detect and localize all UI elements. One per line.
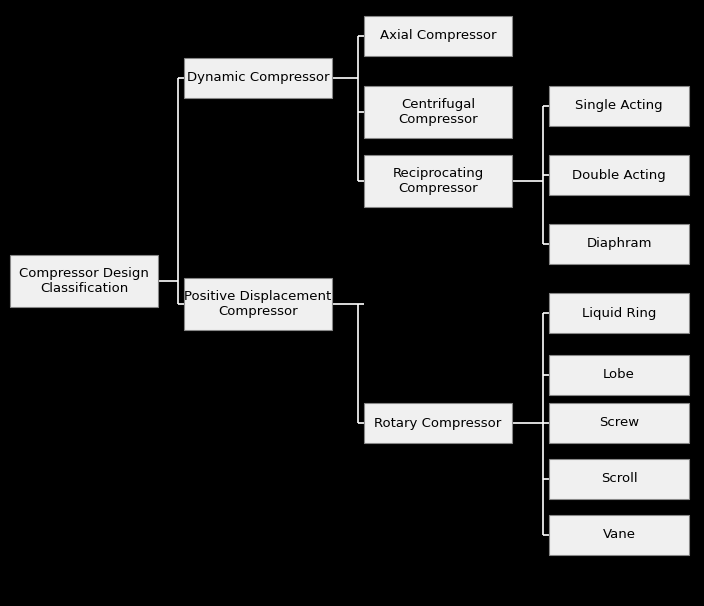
Text: Axial Compressor: Axial Compressor: [379, 30, 496, 42]
Text: Scroll: Scroll: [601, 473, 637, 485]
FancyBboxPatch shape: [549, 155, 689, 195]
FancyBboxPatch shape: [549, 224, 689, 264]
Text: Diaphram: Diaphram: [586, 238, 652, 250]
Text: Rotary Compressor: Rotary Compressor: [375, 416, 502, 430]
Text: Centrifugal
Compressor: Centrifugal Compressor: [398, 98, 478, 126]
FancyBboxPatch shape: [184, 58, 332, 98]
Text: Double Acting: Double Acting: [572, 168, 666, 182]
FancyBboxPatch shape: [184, 278, 332, 330]
FancyBboxPatch shape: [10, 255, 158, 307]
FancyBboxPatch shape: [364, 155, 512, 207]
Text: Vane: Vane: [603, 528, 636, 542]
Text: Single Acting: Single Acting: [575, 99, 662, 113]
Text: Reciprocating
Compressor: Reciprocating Compressor: [392, 167, 484, 195]
FancyBboxPatch shape: [364, 16, 512, 56]
Text: Dynamic Compressor: Dynamic Compressor: [187, 72, 329, 84]
FancyBboxPatch shape: [549, 459, 689, 499]
FancyBboxPatch shape: [549, 515, 689, 555]
Text: Compressor Design
Classification: Compressor Design Classification: [19, 267, 149, 295]
FancyBboxPatch shape: [549, 355, 689, 395]
Text: Screw: Screw: [599, 416, 639, 430]
FancyBboxPatch shape: [364, 86, 512, 138]
Text: Liquid Ring: Liquid Ring: [582, 307, 656, 319]
FancyBboxPatch shape: [549, 86, 689, 126]
Text: Positive Displacement
Compressor: Positive Displacement Compressor: [184, 290, 332, 318]
FancyBboxPatch shape: [549, 403, 689, 443]
FancyBboxPatch shape: [364, 403, 512, 443]
FancyBboxPatch shape: [549, 293, 689, 333]
Text: Lobe: Lobe: [603, 368, 635, 382]
